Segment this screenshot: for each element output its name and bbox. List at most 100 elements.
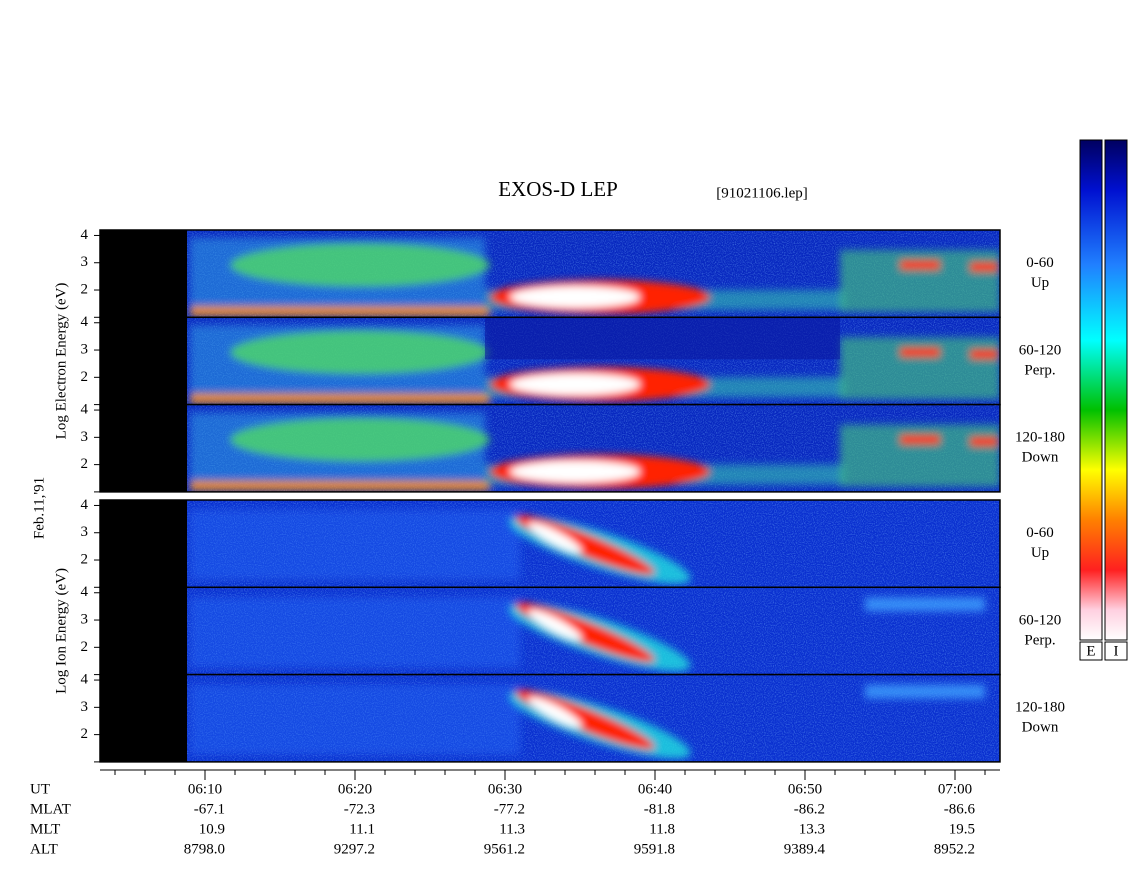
ephemeris-value: -86.2 <box>794 801 825 817</box>
hot <box>510 373 640 396</box>
ephemeris-label: ALT <box>30 841 58 857</box>
spot <box>900 260 940 270</box>
ephemeris-value: -81.8 <box>644 801 675 817</box>
date-label: Feb.11,'91 <box>31 477 47 539</box>
features <box>190 412 1000 491</box>
y-tick-label: 4 <box>81 401 89 417</box>
x-tick-label: 06:40 <box>638 781 672 797</box>
file-label: [91021106.lep] <box>716 185 808 201</box>
ephemeris-label: MLAT <box>30 801 71 817</box>
cloud <box>230 417 490 462</box>
y-tick-label: 3 <box>81 341 89 357</box>
panel-sublabel: Down <box>1022 450 1059 466</box>
features <box>190 684 985 759</box>
core <box>528 522 582 554</box>
panel-sublabel: Down <box>1022 720 1059 736</box>
hot <box>510 286 640 308</box>
panel-label: 120-180 <box>1015 700 1065 716</box>
x-tick-label: 06:50 <box>788 781 822 797</box>
y-tick-label: 2 <box>81 369 89 385</box>
ephemeris-value: 9591.8 <box>634 841 675 857</box>
data-gap <box>100 587 187 675</box>
panel-sublabel: Perp. <box>1024 632 1055 648</box>
ephemeris-value: 9561.2 <box>484 841 525 857</box>
data-gap <box>100 404 187 492</box>
patch <box>840 250 1000 312</box>
y-tick-label: 4 <box>81 227 89 243</box>
spot <box>970 349 998 360</box>
spectrogram-panel <box>100 674 1000 762</box>
cloud <box>230 243 490 287</box>
y-tick-label: 3 <box>81 611 89 627</box>
panel-label: 60-120 <box>1019 342 1062 358</box>
core <box>528 697 582 728</box>
spot <box>900 347 940 358</box>
panel-sublabel: Perp. <box>1024 362 1055 378</box>
hot <box>510 460 640 483</box>
y-axis-label: Log Ion Energy (eV) <box>53 568 69 694</box>
ephemeris-value: 11.1 <box>349 821 375 837</box>
y-tick-label: 3 <box>81 254 89 270</box>
y-tick-label: 4 <box>81 314 89 330</box>
cloud <box>230 330 490 375</box>
y-tick-label: 2 <box>81 551 89 567</box>
y-tick-label: 2 <box>81 726 89 742</box>
panel-sublabel: Up <box>1031 275 1049 291</box>
y-tick-label: 3 <box>81 429 89 445</box>
patch <box>865 684 985 699</box>
spectrogram-panel <box>100 404 1000 492</box>
spot <box>970 262 998 272</box>
band <box>190 393 490 404</box>
ephemeris-value: -67.1 <box>194 801 225 817</box>
data-gap <box>100 317 187 405</box>
haze <box>190 597 520 668</box>
spot <box>900 434 940 445</box>
x-tick-label: 06:20 <box>338 781 372 797</box>
ephemeris-value: 13.3 <box>799 821 825 837</box>
y-tick-label: 3 <box>81 524 89 540</box>
band <box>190 306 490 316</box>
ephemeris-value: 9389.4 <box>784 841 826 857</box>
x-tick-label: 06:10 <box>188 781 222 797</box>
dark <box>485 317 840 360</box>
haze <box>190 684 520 755</box>
color-bar-label: E <box>1086 643 1095 659</box>
features <box>190 597 985 672</box>
color-bar <box>1079 139 1103 641</box>
color-bar-box <box>1079 641 1103 661</box>
panel-sublabel: Up <box>1031 545 1049 561</box>
ephemeris-value: 11.8 <box>649 821 675 837</box>
color-bar-label: I <box>1114 643 1119 659</box>
data-gap <box>100 674 187 762</box>
ephemeris-value: 11.3 <box>499 821 525 837</box>
y-tick-label: 3 <box>81 699 89 715</box>
ephemeris-value: 10.9 <box>199 821 225 837</box>
ephemeris-label: MLT <box>30 821 60 837</box>
panel-frame <box>99 673 1001 763</box>
spectrogram-panel <box>100 230 1000 318</box>
y-tick-label: 4 <box>81 671 89 687</box>
band <box>190 480 490 491</box>
panel-label: 60-120 <box>1019 612 1062 628</box>
y-tick-label: 2 <box>81 456 89 472</box>
patch <box>840 337 1000 400</box>
panel-label: 0-60 <box>1026 525 1054 541</box>
features <box>190 238 1000 316</box>
ephemeris-value: -86.6 <box>944 801 976 817</box>
y-tick-label: 2 <box>81 639 89 655</box>
color-bar <box>1104 139 1128 641</box>
spectrogram-panel <box>100 587 1000 675</box>
spectrogram-panel <box>100 500 1000 588</box>
x-tick-label: 07:00 <box>938 781 972 797</box>
y-tick-label: 4 <box>81 497 89 513</box>
ephemeris-value: 8952.2 <box>934 841 975 857</box>
data-gap <box>100 230 187 318</box>
panel-label: 0-60 <box>1026 255 1054 271</box>
y-tick-label: 4 <box>81 584 89 600</box>
spot <box>970 436 998 447</box>
haze <box>190 510 520 580</box>
ephemeris-value: -77.2 <box>494 801 525 817</box>
ephemeris-value: -72.3 <box>344 801 375 817</box>
